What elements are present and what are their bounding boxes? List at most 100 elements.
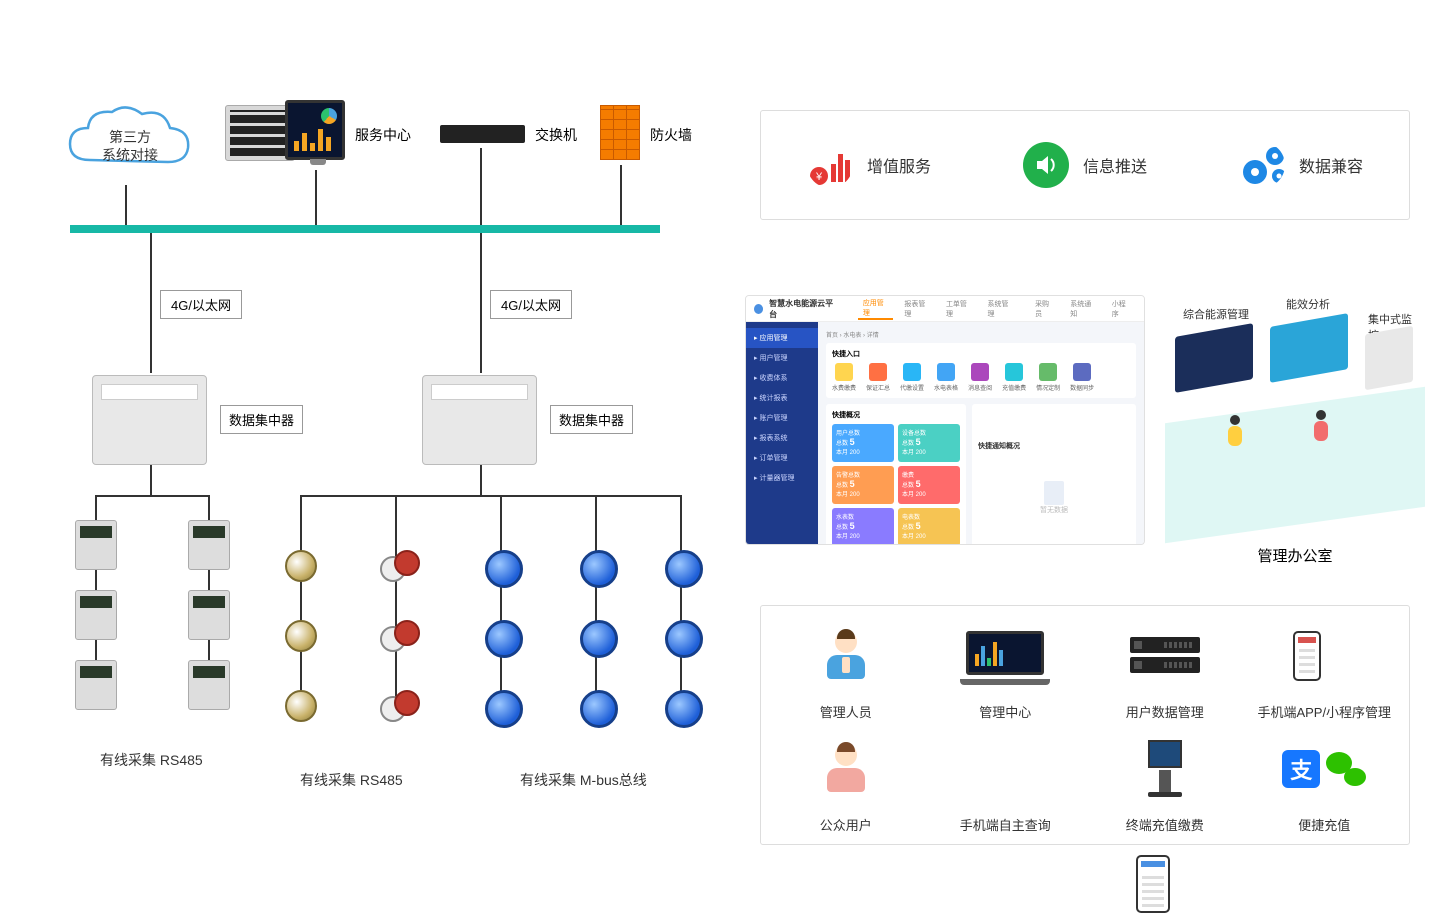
- sidebar-item[interactable]: ▸ 统计报表: [746, 388, 818, 408]
- water-meter-icon: [665, 690, 703, 728]
- electric-meter-icon: [75, 660, 117, 710]
- header-link[interactable]: 小程序: [1107, 299, 1136, 319]
- grid-item-label: 管理中心: [979, 702, 1031, 721]
- connector: [300, 495, 680, 497]
- phone-query-icon: [1136, 855, 1170, 913]
- connector: [125, 185, 127, 225]
- switch-icon: [440, 125, 525, 143]
- sidebar-item[interactable]: ▸ 账户管理: [746, 408, 818, 428]
- connector: [315, 170, 317, 225]
- bottom-grid-panel: 管理人员 管理中心 用户数据管理 手机端APP/小程序管理 公众用户 手机端自主…: [760, 605, 1410, 845]
- connector: [150, 233, 152, 373]
- stat-tile[interactable]: 用户总数总数 5本月 200: [832, 424, 894, 462]
- water-meter-icon: [580, 690, 618, 728]
- stat-tile[interactable]: 告警总数总数 5本月 200: [832, 466, 894, 504]
- cloud-label: 第三方 系统对接: [70, 128, 190, 164]
- panel-title: 快捷入口: [832, 349, 1130, 359]
- link-label: 4G/以太网: [490, 290, 572, 319]
- electric-meter-icon: [188, 520, 230, 570]
- iso-board-tag: 能效分析: [1283, 295, 1333, 313]
- gas-meter-icon: [285, 620, 317, 652]
- sidebar-item[interactable]: ▸ 用户管理: [746, 348, 818, 368]
- grid-item-query: 手机端自主查询: [931, 729, 1081, 834]
- isometric-scene: 综合能源管理 能效分析 集中式监控 管理办公室: [1165, 295, 1425, 535]
- water-meter-icon: [665, 550, 703, 588]
- water-meter-icon: [485, 550, 523, 588]
- quick-entry-item[interactable]: 保证汇总: [866, 363, 890, 392]
- empty-text: 暂无数据: [1040, 505, 1068, 515]
- quick-entry-item[interactable]: 消息查阅: [968, 363, 992, 392]
- quick-entry-item[interactable]: 代缴设置: [900, 363, 924, 392]
- iso-board-tag: 综合能源管理: [1180, 305, 1252, 323]
- sidebar-item[interactable]: ▸ 订单管理: [746, 448, 818, 468]
- logo-icon: [754, 304, 763, 314]
- svg-text:¥: ¥: [815, 171, 823, 183]
- laptop-dashboard-icon: [966, 631, 1044, 681]
- sidebar-item[interactable]: ▸ 计量器管理: [746, 468, 818, 488]
- kiosk-icon: [1143, 740, 1187, 798]
- electric-meter-icon: [75, 520, 117, 570]
- sidebar-item[interactable]: ▸ 收费体系: [746, 368, 818, 388]
- quick-entry-panel: 快捷入口 水费缴费保证汇总代缴设置水电表格消息查阅充值缴费情况定制数据同步: [826, 343, 1136, 398]
- manager-icon: [827, 631, 865, 681]
- connector: [150, 465, 152, 495]
- feature-item: 信息推送: [1023, 142, 1147, 188]
- header-link[interactable]: 采购员: [1030, 299, 1059, 319]
- connector: [395, 495, 397, 550]
- feature-label: 增值服务: [867, 153, 931, 177]
- middle-section: 智慧水电能源云平台 应用管理 报表管理 工单管理 系统管理 采购员 系统通知 小…: [745, 295, 1425, 575]
- feature-item: ¥ 增值服务: [807, 142, 931, 188]
- iso-caption: 管理办公室: [1165, 545, 1425, 566]
- feature-item: 数据兼容: [1239, 142, 1363, 188]
- heat-meter-icon: [380, 620, 416, 648]
- quick-entry-item[interactable]: 水费缴费: [832, 363, 856, 392]
- grid-label-right: 有线采集 M-bus总线: [520, 770, 647, 790]
- grid-item-label: 终端充值缴费: [1126, 815, 1204, 834]
- grid-item-label: 手机端APP/小程序管理: [1257, 702, 1391, 721]
- feature-label: 数据兼容: [1299, 153, 1363, 177]
- grid-item-label: 手机端自主查询: [960, 815, 1051, 834]
- ethernet-bus: [70, 225, 660, 233]
- header-link[interactable]: 系统通知: [1065, 299, 1101, 319]
- stat-tile[interactable]: 设备总数总数 5本月 200: [898, 424, 960, 462]
- dashboard-tab[interactable]: 应用管理: [858, 298, 894, 320]
- connector: [500, 495, 502, 550]
- connector: [680, 495, 682, 550]
- server-label: 服务中心: [355, 125, 411, 145]
- cloud-node: 第三方 系统对接: [70, 110, 180, 180]
- water-meter-icon: [485, 620, 523, 658]
- monitor-icon: [285, 100, 345, 160]
- connector: [208, 495, 210, 520]
- grid-item-pay: 支 便捷充值: [1250, 729, 1400, 834]
- dashboard-tab[interactable]: 系统管理: [983, 299, 1019, 319]
- quick-entry-item[interactable]: 情况定制: [1036, 363, 1060, 392]
- electric-meter-icon: [188, 660, 230, 710]
- electric-meter-icon: [75, 590, 117, 640]
- stat-tile[interactable]: 缴费总数 5本月 200: [898, 466, 960, 504]
- dcu-label: 数据集中器: [220, 405, 303, 434]
- grid-item-kiosk: 终端充值缴费: [1090, 729, 1240, 834]
- sidebar-item[interactable]: ▸ 报表系统: [746, 428, 818, 448]
- breadcrumb: 首页 › 水电表 › 详情: [826, 330, 1136, 339]
- heat-meter-icon: [380, 690, 416, 718]
- speaker-icon: [1023, 142, 1069, 188]
- grid-item-label: 管理人员: [820, 702, 872, 721]
- sidebar-item[interactable]: ▸ 应用管理: [746, 328, 818, 348]
- quick-entry-item[interactable]: 数据同步: [1070, 363, 1094, 392]
- grid-item-userdata: 用户数据管理: [1090, 616, 1240, 721]
- stat-tile[interactable]: 水表数总数 5本月 200: [832, 508, 894, 545]
- connector: [95, 495, 210, 497]
- quick-entry-item[interactable]: 充值缴费: [1002, 363, 1026, 392]
- electric-meter-icon: [188, 590, 230, 640]
- quick-entry-item[interactable]: 水电表格: [934, 363, 958, 392]
- dashboard-tab[interactable]: 工单管理: [941, 299, 977, 319]
- stat-tile[interactable]: 电表数总数 5本月 200: [898, 508, 960, 545]
- iso-board-icon: [1175, 323, 1253, 393]
- grid-item-label: 公众用户: [820, 815, 872, 834]
- features-panel: ¥ 增值服务 信息推送 数据兼容: [760, 110, 1410, 220]
- dashboard-tab[interactable]: 报表管理: [899, 299, 935, 319]
- gears-icon: [1239, 142, 1285, 188]
- person-icon: [1227, 415, 1243, 449]
- network-diagram: 第三方 系统对接 服务中心 交换机 防火墙 4G/以太网 4G/以太网 数据集中…: [30, 90, 710, 850]
- connector: [595, 495, 597, 550]
